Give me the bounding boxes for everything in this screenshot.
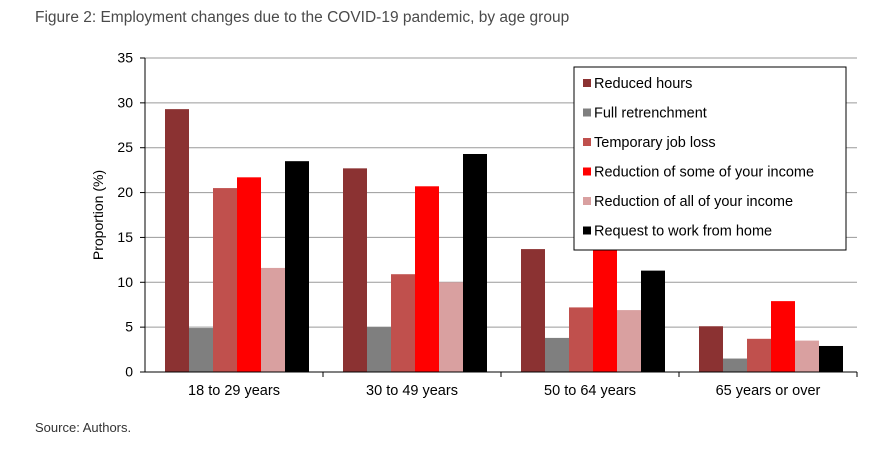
y-tick-label: 20: [117, 184, 133, 200]
legend-swatch: [583, 138, 591, 146]
bar: [463, 153, 487, 372]
y-tick-label: 5: [125, 319, 133, 335]
bar: [213, 188, 237, 372]
figure-title: Figure 2: Employment changes due to the …: [35, 9, 570, 26]
axes: 0 5 10 15 20 25 30 35 Proportion (%) 18 to 29 yea…: [90, 50, 858, 399]
bar: [569, 307, 593, 372]
bar: [189, 328, 213, 372]
y-axis-title: Proportion (%): [90, 170, 106, 260]
y-tick-label: 30: [117, 94, 133, 110]
bar: [391, 274, 415, 372]
legend-label: Full retrenchment: [594, 106, 707, 122]
bar: [521, 249, 545, 372]
legend-label: Reduction of some of your income: [594, 165, 814, 181]
y-tick-label: 10: [117, 274, 133, 290]
legend-swatch: [583, 197, 591, 205]
x-tick-label: 18 to 29 years: [188, 383, 280, 399]
legend-label: Temporary job loss: [594, 135, 716, 151]
legend-label: Reduced hours: [594, 76, 692, 92]
bar: [699, 326, 723, 372]
x-tick-label: 65 years or over: [716, 383, 821, 399]
x-tick-label: 30 to 49 years: [366, 383, 458, 399]
bar: [343, 168, 367, 372]
bar: [641, 270, 665, 372]
bar: [439, 282, 463, 372]
bar: [593, 247, 617, 372]
bar: [285, 161, 309, 372]
bar: [415, 186, 439, 372]
bar: [165, 109, 189, 372]
legend-swatch: [583, 167, 591, 176]
y-tick-label: 15: [117, 229, 133, 245]
bar: [367, 327, 391, 372]
bar: [261, 267, 285, 372]
bar-chart: 0 5 10 15 20 25 30 35 Proportion (%) 18 to 29 yea…: [90, 50, 858, 399]
bar: [795, 340, 819, 372]
bar: [723, 358, 747, 372]
bar: [545, 337, 569, 372]
bar: [771, 301, 795, 372]
bars: [165, 109, 843, 372]
x-tick-label: 50 to 64 years: [544, 383, 636, 399]
y-tick-label: 35: [117, 50, 133, 66]
legend-label: Reduction of all of your income: [594, 194, 793, 210]
y-tick-label: 25: [117, 139, 133, 155]
bar: [747, 338, 771, 372]
bar: [819, 345, 843, 372]
bar: [237, 177, 261, 372]
legend-swatch: [583, 226, 591, 235]
legend-label: Request to work from home: [594, 224, 772, 240]
legend: Reduced hours Full retrenchment Temporary …: [573, 66, 847, 251]
legend-swatch: [583, 108, 591, 117]
figure-source: Source: Authors.: [35, 420, 132, 435]
legend-box: [573, 66, 847, 251]
bar: [617, 310, 641, 372]
legend-swatch: [583, 79, 591, 87]
y-tick-label: 0: [125, 364, 133, 380]
